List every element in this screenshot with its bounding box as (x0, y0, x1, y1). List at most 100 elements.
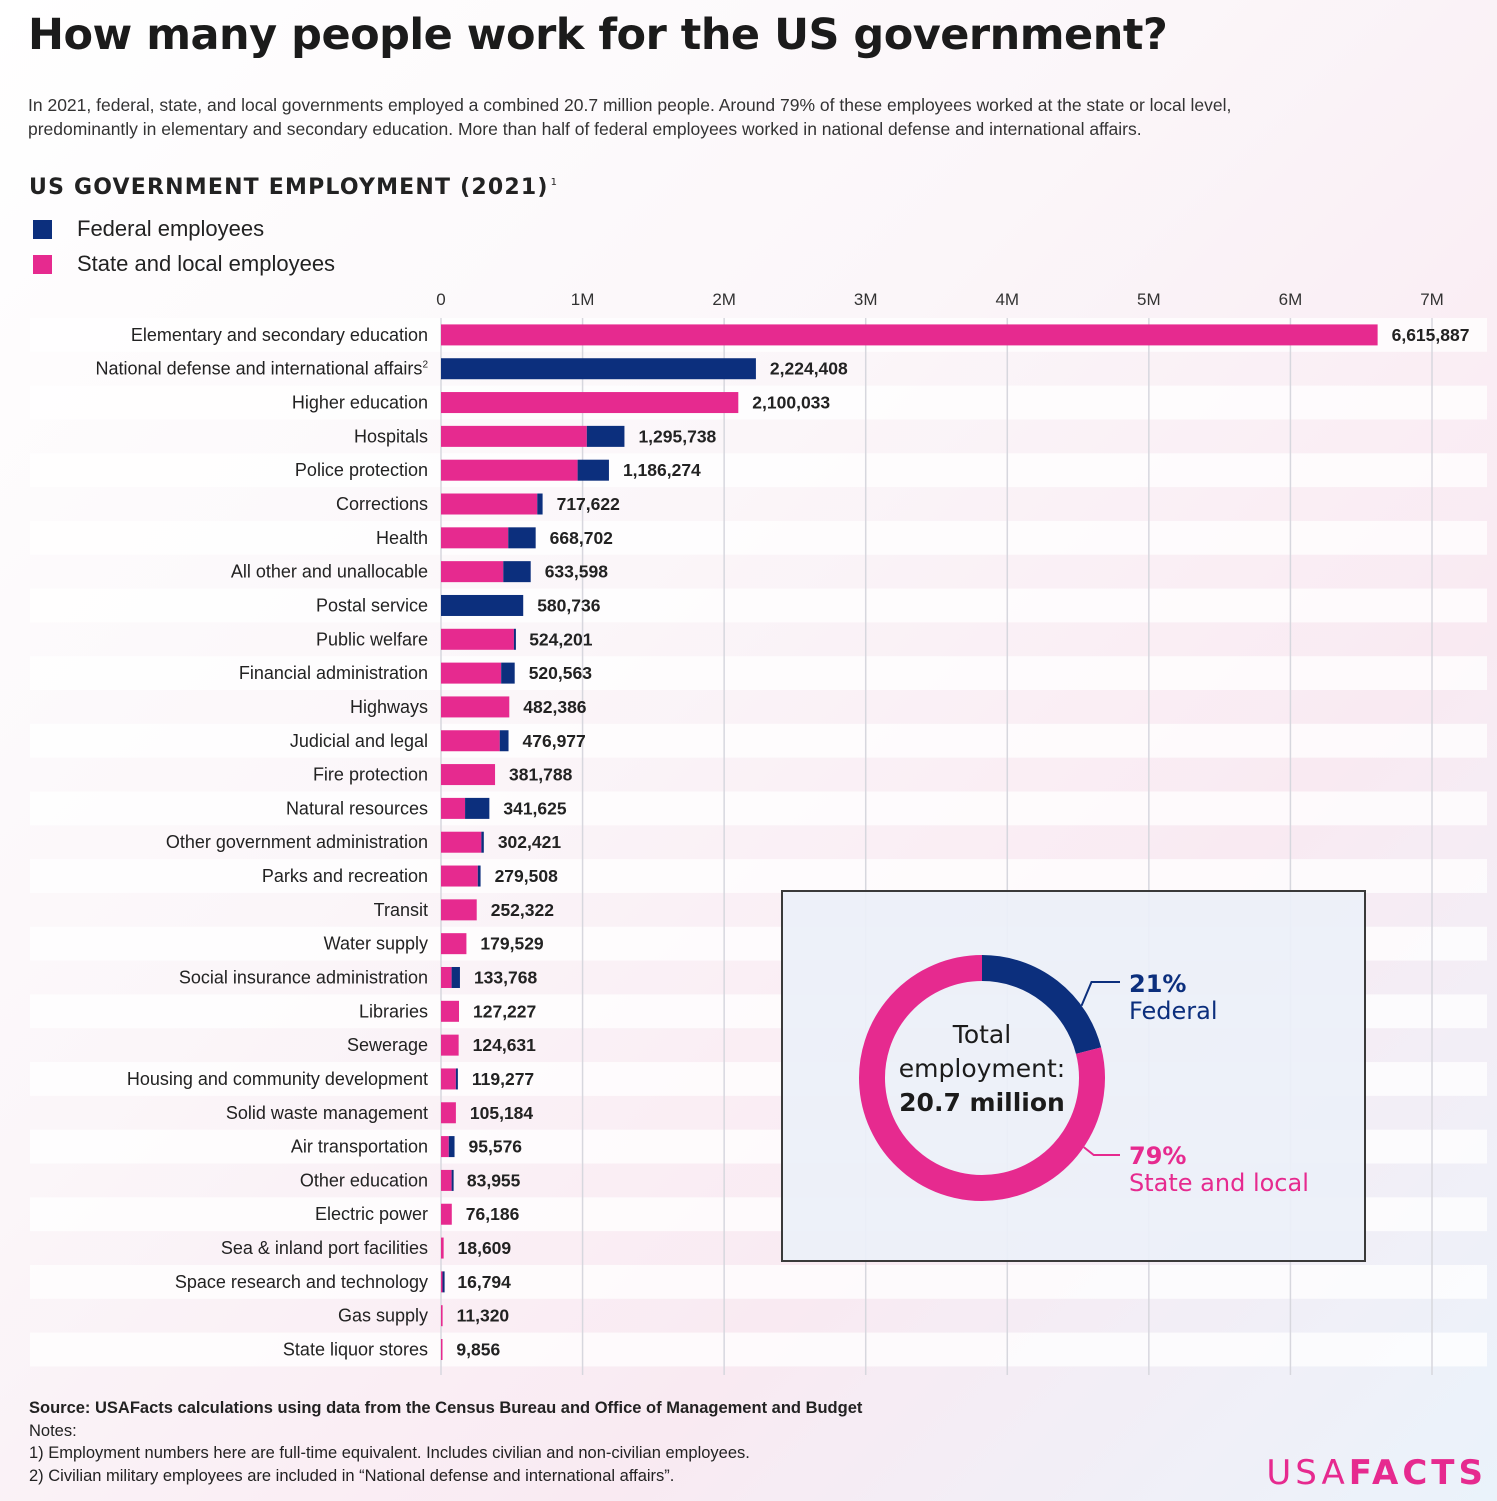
bar-state-local (441, 1237, 444, 1259)
footer: Source: USAFacts calculations using data… (29, 1397, 862, 1487)
logo-usa: USA (1266, 1453, 1349, 1493)
category-label: State liquor stores (283, 1340, 428, 1360)
bar-state-local (441, 899, 477, 921)
notes-heading: Notes: (29, 1421, 77, 1440)
source-note: Source: USAFacts calculations using data… (29, 1399, 863, 1417)
legend-swatch-federal (33, 219, 52, 239)
legend-label-state-local: State and local employees (77, 251, 336, 276)
bar-state-local (441, 1136, 449, 1158)
leader-line-federal (1080, 981, 1120, 1007)
bar-federal (455, 1068, 458, 1090)
value-label: 252,322 (491, 900, 555, 920)
bar-state-local (441, 831, 482, 853)
bar-state-local (441, 1203, 452, 1225)
bar-state-local (441, 628, 514, 650)
value-label: 124,631 (473, 1035, 537, 1055)
bar-federal (577, 459, 609, 481)
bar-federal (451, 966, 460, 988)
bar-state-local (441, 459, 578, 481)
value-label: 279,508 (495, 866, 559, 886)
bar-federal (499, 730, 509, 752)
donut-name-federal: Federal (1129, 997, 1218, 1025)
bar-state-local (441, 730, 500, 752)
chart-title: US GOVERNMENT EMPLOYMENT (2021) 1 (29, 175, 557, 200)
category-label: Other education (300, 1170, 428, 1190)
row-band (30, 656, 1487, 691)
donut-label-state-local: 79% State and local (1129, 1143, 1309, 1197)
row-band (30, 723, 1487, 758)
bar-state-local (441, 966, 452, 988)
category-label: Other government administration (166, 832, 428, 852)
subtitle: In 2021, federal, state, and local gover… (28, 94, 1328, 141)
row-band (30, 1264, 1487, 1299)
bar-state-local (441, 1034, 459, 1056)
bar-federal (442, 1271, 445, 1293)
x-tick-label: 0 (436, 290, 445, 309)
category-label: Housing and community development (127, 1069, 428, 1089)
bar-federal (481, 831, 484, 853)
value-label: 302,421 (498, 832, 562, 852)
value-label: 341,625 (503, 798, 567, 818)
donut-center-label: Total employment: 20.7 million (867, 1018, 1097, 1120)
legend-label-federal: Federal employees (77, 216, 265, 241)
category-label: Transit (374, 900, 428, 920)
value-label: 2,224,408 (770, 359, 848, 379)
value-label: 482,386 (523, 697, 587, 717)
bar-federal (586, 425, 625, 447)
value-label: 381,788 (509, 765, 573, 785)
bar-federal (501, 662, 515, 684)
value-label: 83,955 (467, 1170, 521, 1190)
value-label: 6,615,887 (1392, 325, 1470, 345)
chart-title-text: US GOVERNMENT EMPLOYMENT (2021) (29, 175, 549, 200)
row-band (30, 1332, 1487, 1367)
category-label: Gas supply (338, 1306, 428, 1326)
value-label: 76,186 (466, 1204, 520, 1224)
donut-pct-state-local: 79% (1129, 1142, 1187, 1170)
usafacts-logo: USAFACTS (1266, 1453, 1487, 1493)
row-band (30, 588, 1487, 623)
value-label: 520,563 (529, 663, 593, 683)
value-label: 119,277 (472, 1069, 534, 1089)
value-label: 127,227 (473, 1001, 536, 1021)
bar-state-local (441, 1339, 443, 1361)
category-label: Air transportation (291, 1137, 428, 1157)
x-tick-label: 2M (712, 290, 736, 309)
donut-label-federal: 21% Federal (1129, 971, 1218, 1025)
page-title: How many people work for the US governme… (28, 10, 1168, 60)
bar-federal (441, 358, 756, 380)
category-label: Elementary and secondary education (131, 325, 428, 345)
bar-federal (448, 1136, 455, 1158)
category-label: Libraries (359, 1001, 428, 1021)
subtitle-line-1: In 2021, federal, state, and local gover… (28, 95, 1232, 115)
bar-state-local (441, 696, 510, 718)
logo-facts: FACTS (1348, 1453, 1487, 1493)
bar-state-local (441, 1305, 443, 1327)
bar-state-local (441, 1271, 443, 1293)
bar-state-local (441, 1000, 460, 1022)
bar-state-local (441, 527, 509, 549)
category-label: Solid waste management (226, 1103, 428, 1123)
category-label: Higher education (292, 393, 428, 413)
bar-federal (477, 865, 481, 887)
bar-state-local (441, 324, 1378, 346)
value-label: 1,295,738 (638, 426, 716, 446)
bar-federal (465, 797, 490, 819)
category-label: Hospitals (354, 426, 428, 446)
value-label: 524,201 (529, 629, 593, 649)
category-label: Judicial and legal (290, 731, 428, 751)
value-label: 633,598 (545, 562, 609, 582)
bar-state-local (441, 797, 466, 819)
donut-segment-state-local (859, 955, 1105, 1201)
donut-segment-federal (981, 955, 1102, 1055)
bar-state-local (441, 493, 538, 515)
bar-federal (503, 561, 531, 583)
bar-state-local (441, 1102, 456, 1124)
bar-state-local (441, 865, 478, 887)
category-label: Sewerage (347, 1035, 428, 1055)
x-tick-label: 6M (1279, 290, 1303, 309)
value-label: 476,977 (523, 731, 586, 751)
legend-item-state-local: State and local employees (33, 251, 335, 277)
bar-federal (537, 493, 543, 515)
value-label: 580,736 (537, 595, 601, 615)
value-label: 179,529 (480, 934, 544, 954)
